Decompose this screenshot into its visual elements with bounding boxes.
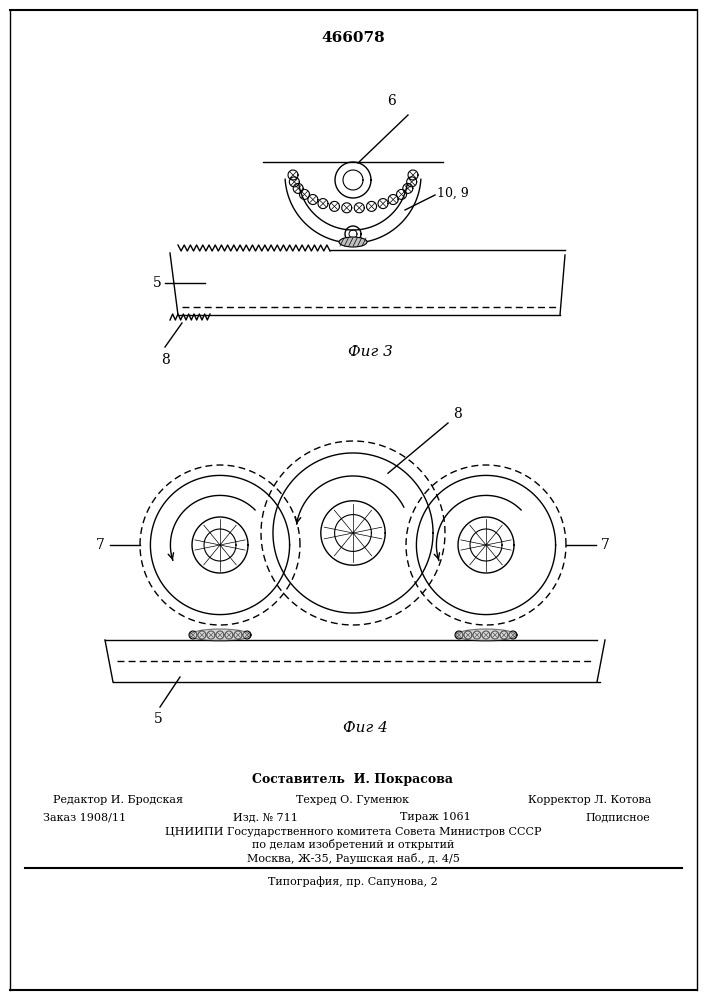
- Text: 466078: 466078: [321, 31, 385, 45]
- Text: 7: 7: [601, 538, 610, 552]
- Text: 6: 6: [387, 94, 395, 108]
- Text: Составитель  И. Покрасова: Составитель И. Покрасова: [252, 774, 453, 786]
- Text: Техред О. Гуменюк: Техред О. Гуменюк: [296, 795, 409, 805]
- Text: Москва, Ж-35, Раушская наб., д. 4/5: Москва, Ж-35, Раушская наб., д. 4/5: [247, 852, 460, 863]
- Text: 5: 5: [153, 712, 163, 726]
- Text: 8: 8: [160, 353, 170, 367]
- Text: Фиг 4: Фиг 4: [343, 721, 387, 735]
- Text: Фиг 3: Фиг 3: [348, 345, 392, 359]
- Text: ЦНИИПИ Государственного комитета Совета Министров СССР: ЦНИИПИ Государственного комитета Совета …: [165, 827, 542, 837]
- Text: Типография, пр. Сапунова, 2: Типография, пр. Сапунова, 2: [268, 877, 438, 887]
- Text: Редактор И. Бродская: Редактор И. Бродская: [53, 795, 183, 805]
- Text: Изд. № 711: Изд. № 711: [233, 812, 298, 822]
- Text: 5: 5: [153, 276, 162, 290]
- Ellipse shape: [339, 237, 367, 247]
- Ellipse shape: [190, 629, 250, 641]
- Text: Подписное: Подписное: [585, 812, 650, 822]
- Text: по делам изобретений и открытий: по делам изобретений и открытий: [252, 840, 454, 850]
- Text: 8: 8: [453, 407, 462, 421]
- Ellipse shape: [456, 629, 516, 641]
- Text: 7: 7: [96, 538, 105, 552]
- Text: 10, 9: 10, 9: [437, 186, 469, 200]
- Text: Тираж 1061: Тираж 1061: [399, 812, 470, 822]
- Text: Корректор Л. Котова: Корректор Л. Котова: [528, 795, 652, 805]
- Text: Заказ 1908/11: Заказ 1908/11: [43, 812, 127, 822]
